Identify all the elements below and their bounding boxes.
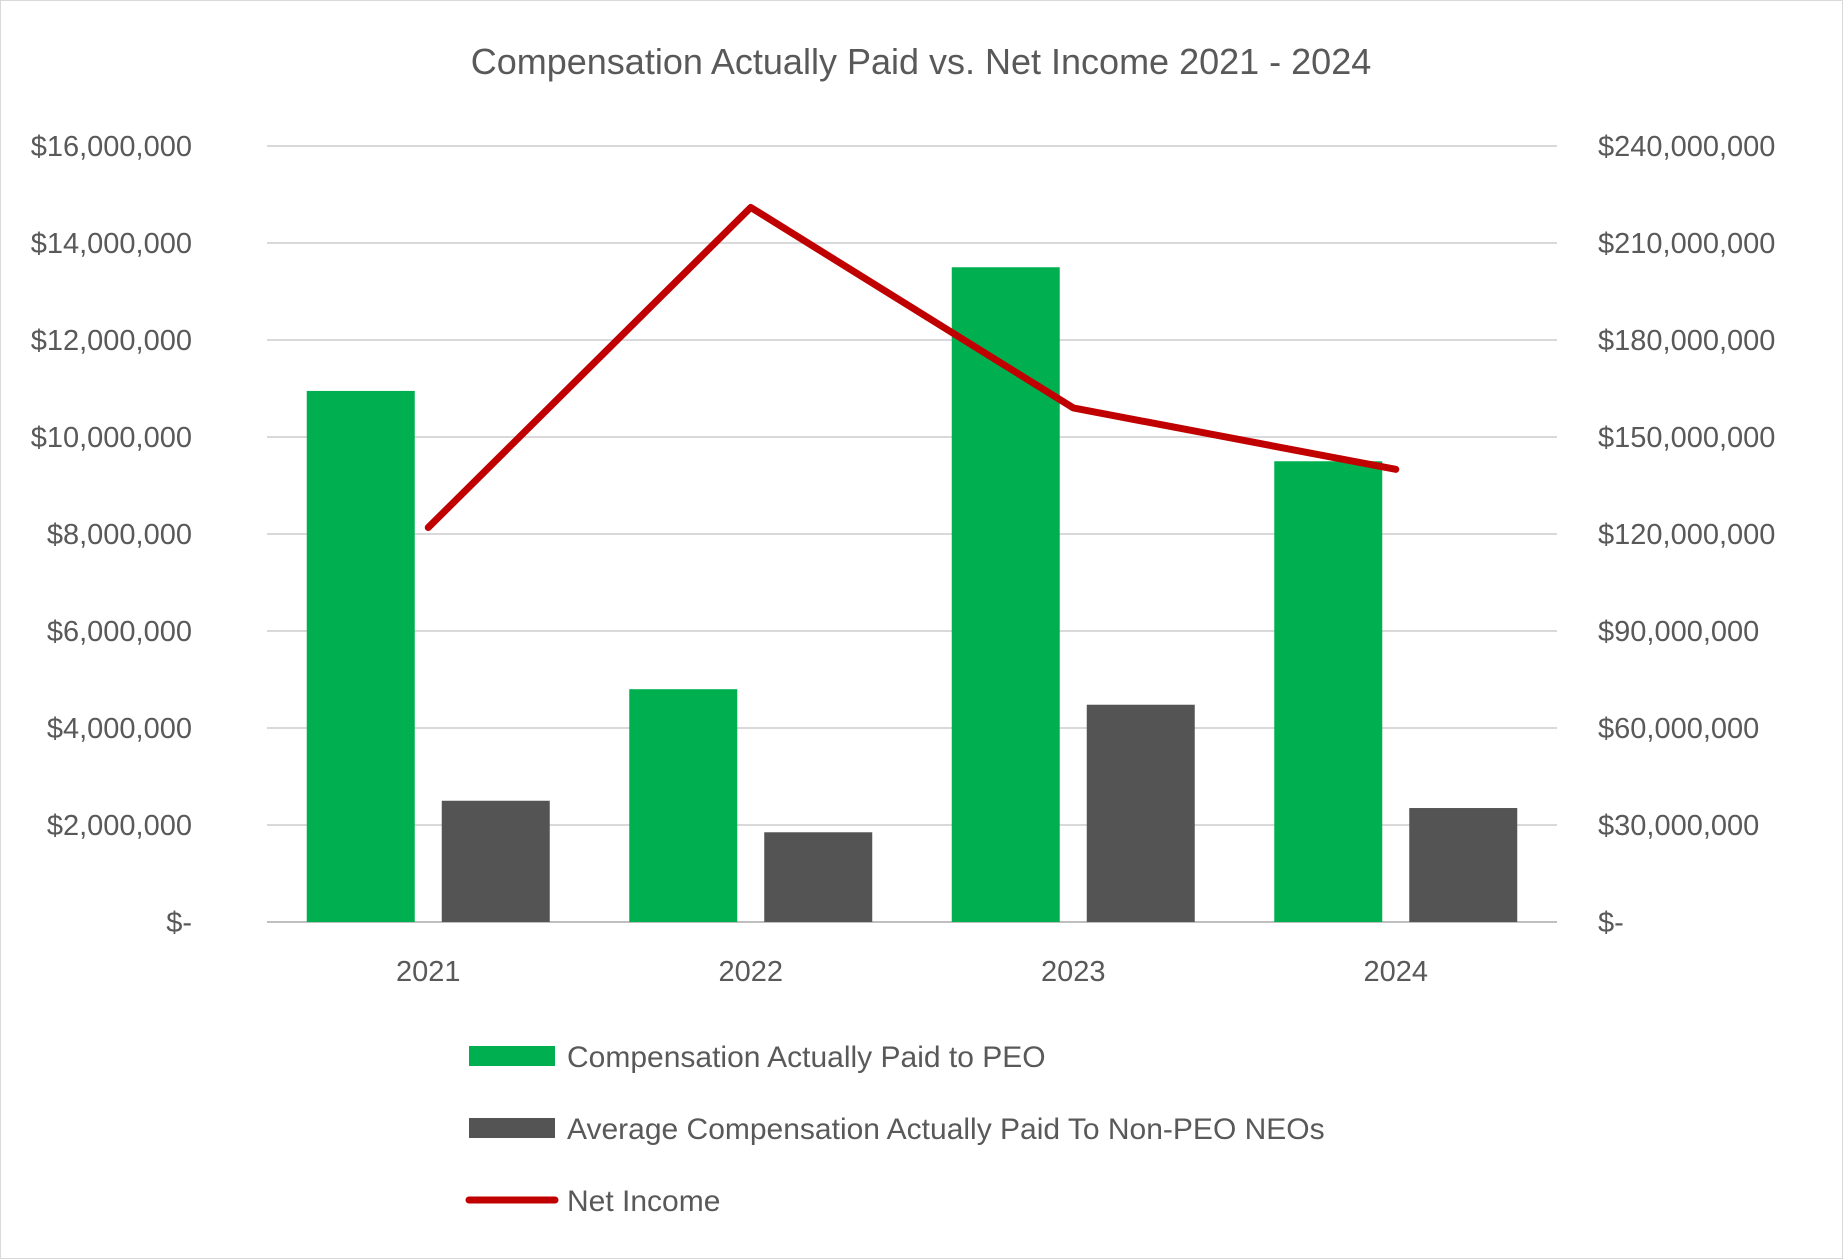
right-axis: $- $30,000,000 $60,000,000 $90,000,000 $120,… bbox=[1598, 131, 1775, 939]
right-axis-tick-label: $120,000,000 bbox=[1598, 519, 1775, 551]
x-axis-tick-label: 2022 bbox=[718, 956, 783, 988]
left-axis-tick-label: $- bbox=[166, 907, 192, 939]
right-axis-tick-label: $60,000,000 bbox=[1598, 713, 1759, 745]
legend: Compensation Actually Paid to PEO Average… bbox=[465, 1041, 1325, 1218]
left-axis-tick-label: $8,000,000 bbox=[47, 519, 192, 551]
legend-label: Compensation Actually Paid to PEO bbox=[567, 1041, 1046, 1074]
right-axis-tick-label: $210,000,000 bbox=[1598, 228, 1775, 260]
right-axis-tick-label: $150,000,000 bbox=[1598, 422, 1775, 454]
right-axis-tick-label: $- bbox=[1598, 907, 1624, 939]
peo-bar bbox=[951, 267, 1060, 922]
non-peo-bar bbox=[764, 832, 873, 922]
x-axis-tick-label: 2021 bbox=[396, 956, 461, 988]
peo-bar bbox=[306, 390, 415, 922]
right-axis-tick-label: $240,000,000 bbox=[1598, 131, 1775, 163]
left-axis-tick-label: $14,000,000 bbox=[31, 228, 192, 260]
legend-label: Average Compensation Actually Paid To No… bbox=[567, 1113, 1325, 1146]
x-axis: 2021 2022 2023 2024 bbox=[396, 956, 1428, 988]
left-axis-tick-label: $10,000,000 bbox=[31, 422, 192, 454]
legend-swatch-peo bbox=[469, 1046, 555, 1066]
non-peo-bar bbox=[1409, 808, 1518, 922]
left-axis-tick-label: $16,000,000 bbox=[31, 131, 192, 163]
left-axis-tick-label: $6,000,000 bbox=[47, 616, 192, 648]
peo-bar bbox=[1274, 461, 1383, 922]
net-income-line bbox=[424, 203, 1400, 532]
right-axis-tick-label: $180,000,000 bbox=[1598, 325, 1775, 357]
right-axis-tick-label: $90,000,000 bbox=[1598, 616, 1759, 648]
legend-label: Net Income bbox=[567, 1185, 720, 1218]
x-axis-tick-label: 2023 bbox=[1041, 956, 1106, 988]
non-peo-bar bbox=[441, 800, 550, 922]
left-axis: $- $2,000,000 $4,000,000 $6,000,000 $8,000,0… bbox=[31, 131, 192, 939]
peo-bar bbox=[629, 689, 738, 922]
right-axis-tick-label: $30,000,000 bbox=[1598, 810, 1759, 842]
chart-title: Compensation Actually Paid vs. Net Incom… bbox=[471, 41, 1372, 82]
x-axis-tick-label: 2024 bbox=[1363, 956, 1428, 988]
left-axis-tick-label: $2,000,000 bbox=[47, 810, 192, 842]
left-axis-tick-label: $4,000,000 bbox=[47, 713, 192, 745]
net-income-line-group bbox=[424, 203, 1400, 532]
legend-swatch-non-peo bbox=[469, 1118, 555, 1138]
left-axis-tick-label: $12,000,000 bbox=[31, 325, 192, 357]
non-peo-bar bbox=[1086, 704, 1195, 922]
bars bbox=[306, 267, 1518, 922]
